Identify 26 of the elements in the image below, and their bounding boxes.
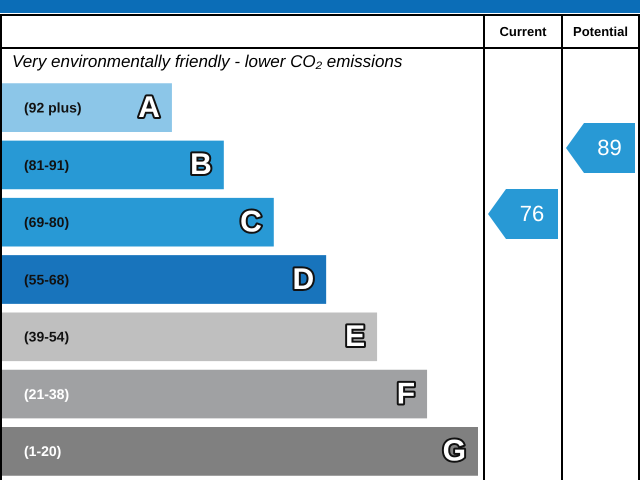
text: 89 [597,135,622,160]
annotation: A [138,90,160,124]
y-tick-label: (39-54) [24,328,70,345]
bar [2,140,224,190]
y-tick-label: (81-91) [24,156,70,173]
annotation: G [442,434,466,468]
y-tick-label: (92 plus) [24,100,82,116]
bar [2,312,378,362]
y-tick-label: (1-20) [24,443,62,460]
bar [2,370,428,418]
annotation: B [190,148,212,182]
text: Potential [572,23,629,41]
y-tick-label: (55-68) [24,271,70,288]
annotation: F [396,377,416,410]
annotation: C [240,205,262,238]
bar [2,427,478,476]
bar [2,83,172,132]
annotation: D [292,262,314,296]
chart-subtitle: Very environmentally friendly - lower CO₂ emissions [12,52,402,72]
annotation: E [345,320,366,354]
bar [2,255,326,304]
text: 76 [520,201,544,226]
y-tick-label: (21-38) [24,386,70,402]
text: Current [498,23,548,41]
y-tick-label: (69-80) [24,214,70,230]
bar [2,198,274,247]
